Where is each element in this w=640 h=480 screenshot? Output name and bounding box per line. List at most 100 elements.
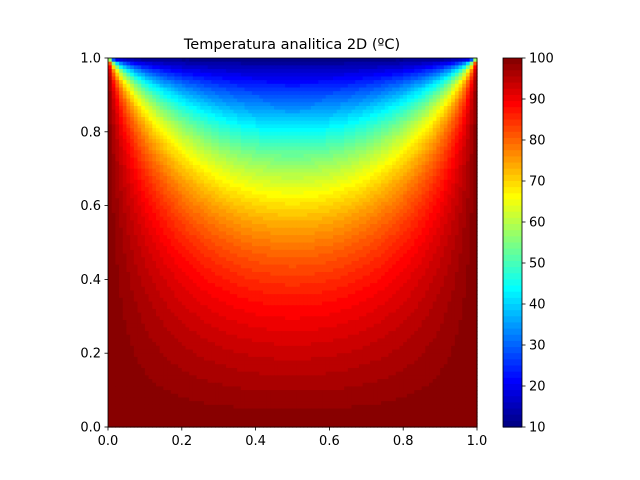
heatmap-cell <box>414 231 419 236</box>
heatmap-cell <box>296 87 301 92</box>
heatmap-cell <box>429 58 434 63</box>
heatmap-cell <box>462 231 467 236</box>
heatmap-cell <box>451 161 456 166</box>
heatmap-cell <box>237 113 242 118</box>
heatmap-cell <box>189 113 194 118</box>
heatmap-cell <box>274 183 279 188</box>
heatmap-cell <box>410 83 415 89</box>
heatmap-cell <box>454 198 460 203</box>
heatmap-cell <box>329 117 334 122</box>
heatmap-cell <box>333 109 338 114</box>
heatmap-cell <box>137 187 142 192</box>
heatmap-cell <box>381 142 386 148</box>
heatmap-cell <box>181 235 187 240</box>
heatmap-cell <box>462 194 467 199</box>
heatmap-cell <box>443 157 449 162</box>
heatmap-cell <box>355 146 360 151</box>
heatmap-cell <box>381 58 386 63</box>
heatmap-cell <box>266 98 271 103</box>
heatmap-cell <box>141 212 146 218</box>
heatmap-cell <box>355 69 360 74</box>
heatmap-cell <box>432 83 438 89</box>
heatmap-cell <box>432 139 438 144</box>
heatmap-cell <box>288 187 294 192</box>
heatmap-cell <box>329 235 334 240</box>
heatmap-cell <box>203 69 209 74</box>
heatmap-cell <box>174 227 179 233</box>
heatmap-cell <box>369 105 375 111</box>
heatmap-cell <box>362 83 367 89</box>
heatmap-cell <box>119 65 124 70</box>
heatmap-cell <box>325 72 330 78</box>
heatmap-cell <box>296 179 301 185</box>
heatmap-cell <box>384 120 390 126</box>
heatmap-cell <box>469 212 474 218</box>
heatmap-cell <box>285 146 290 151</box>
heatmap-cell <box>119 146 124 151</box>
heatmap-cell <box>159 61 164 66</box>
heatmap-cell <box>170 172 176 177</box>
heatmap-cell <box>329 220 334 225</box>
heatmap-cell <box>200 220 205 225</box>
heatmap-cell <box>436 80 441 85</box>
heatmap-cell <box>255 120 260 126</box>
heatmap-cell <box>373 98 378 103</box>
heatmap-cell <box>388 105 393 111</box>
heatmap-cell <box>196 102 201 107</box>
heatmap-cell <box>122 128 128 133</box>
heatmap-cell <box>259 72 264 78</box>
heatmap-cell <box>255 194 260 199</box>
heatmap-cell <box>189 224 194 229</box>
heatmap-cell <box>248 142 253 148</box>
heatmap-cell <box>299 117 305 122</box>
heatmap-cell <box>303 235 308 240</box>
heatmap-cell <box>148 128 153 133</box>
heatmap-cell <box>333 161 338 166</box>
heatmap-cell <box>399 168 404 173</box>
heatmap-cell <box>347 172 353 177</box>
heatmap-cell <box>425 238 430 244</box>
heatmap-cell <box>325 190 330 196</box>
heatmap-cell <box>388 61 393 66</box>
heatmap-cell <box>384 65 390 70</box>
heatmap-cell <box>414 87 419 92</box>
heatmap-cell <box>266 105 271 111</box>
heatmap-cell <box>274 113 279 118</box>
heatmap-cell <box>429 124 434 129</box>
heatmap-cell <box>189 105 194 111</box>
heatmap-cell <box>226 146 231 151</box>
heatmap-cell <box>314 168 319 173</box>
heatmap-cell <box>137 83 142 89</box>
heatmap-cell <box>226 212 231 218</box>
heatmap-cell <box>244 220 249 225</box>
heatmap-cell <box>362 209 367 214</box>
heatmap-cell <box>274 131 279 137</box>
heatmap-cell <box>192 58 198 63</box>
heatmap-cell <box>288 58 294 63</box>
heatmap-cell <box>414 131 419 137</box>
heatmap-cell <box>240 65 246 70</box>
heatmap-cell <box>285 238 290 244</box>
heatmap-cell <box>130 76 135 81</box>
heatmap-cell <box>244 172 249 177</box>
heatmap-cell <box>255 58 260 63</box>
heatmap-cell <box>122 91 128 96</box>
heatmap-cell <box>196 176 201 181</box>
heatmap-cell <box>152 131 157 137</box>
heatmap-cell <box>395 58 401 63</box>
heatmap-cell <box>259 157 264 162</box>
heatmap-cell <box>358 83 364 89</box>
heatmap-cell <box>447 102 452 107</box>
heatmap-cell <box>248 224 253 229</box>
heatmap-cell <box>462 183 467 188</box>
heatmap-cell <box>392 201 397 207</box>
heatmap-cell <box>274 235 279 240</box>
heatmap-cell <box>469 135 474 140</box>
heatmap-cell <box>355 120 360 126</box>
heatmap-cell <box>329 105 334 111</box>
heatmap-cell <box>281 235 286 240</box>
heatmap-cell <box>451 91 456 96</box>
heatmap-cell <box>417 146 423 151</box>
heatmap-cell <box>362 76 367 81</box>
heatmap-cell <box>465 76 471 81</box>
